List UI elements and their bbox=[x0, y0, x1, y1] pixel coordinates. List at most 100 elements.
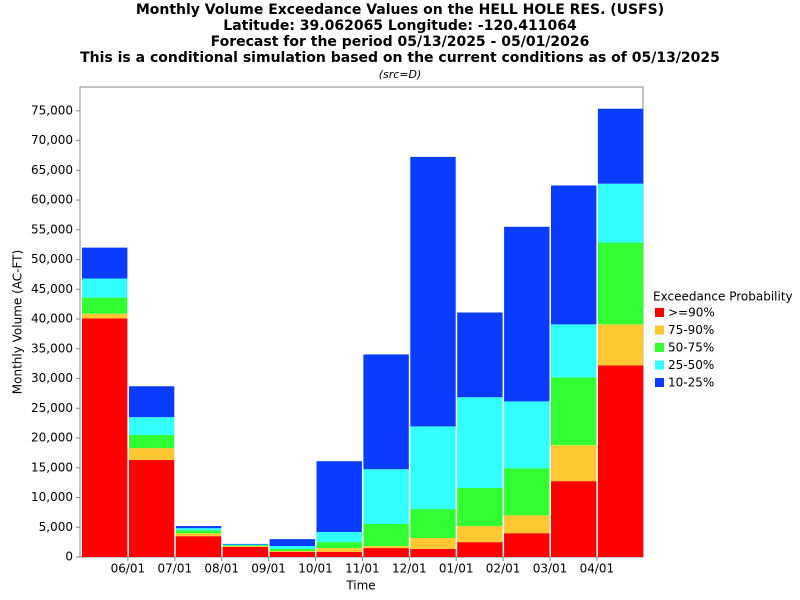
bar-segment bbox=[82, 318, 128, 557]
x-axis-label: Time bbox=[345, 579, 375, 593]
bar-segment bbox=[269, 545, 315, 549]
y-tick-label: 60,000 bbox=[31, 193, 73, 207]
subtitle: Latitude: 39.062065 Longitude: -120.4110… bbox=[223, 18, 577, 34]
bar-segment bbox=[597, 324, 644, 366]
x-tick-label: 09/01 bbox=[251, 562, 286, 576]
bar-segment bbox=[222, 543, 269, 545]
x-tick-label: 07/01 bbox=[158, 562, 193, 576]
bar-segment bbox=[128, 417, 175, 436]
bar-segment bbox=[269, 539, 315, 546]
x-tick-label: 11/01 bbox=[345, 562, 380, 576]
bar-segment bbox=[316, 461, 362, 533]
bar-segment bbox=[128, 448, 175, 461]
y-tick-label: 50,000 bbox=[31, 252, 73, 266]
x-tick-label: 02/01 bbox=[486, 562, 521, 576]
bar-segment bbox=[269, 551, 315, 557]
bar-segment bbox=[504, 468, 550, 516]
bar-segment bbox=[597, 365, 644, 557]
bar-segment bbox=[128, 435, 175, 449]
bar-segment bbox=[222, 546, 269, 557]
bar-segment bbox=[82, 313, 128, 319]
bar-segment bbox=[551, 445, 597, 482]
legend-swatch bbox=[655, 325, 664, 335]
subtitle: Forecast for the period 05/13/2025 - 05/… bbox=[211, 34, 590, 50]
x-tick-label: 03/01 bbox=[533, 562, 568, 576]
bar-segment bbox=[175, 533, 222, 537]
bar-segment bbox=[128, 386, 175, 418]
source: (src=D) bbox=[379, 68, 422, 81]
y-tick-label: 20,000 bbox=[31, 431, 73, 445]
bar-segment bbox=[363, 354, 409, 470]
bar-segment bbox=[269, 551, 315, 552]
bar-segment bbox=[597, 108, 644, 184]
bar-segment bbox=[175, 526, 222, 529]
legend-label: 75-90% bbox=[668, 323, 714, 337]
bar-segment bbox=[597, 242, 644, 325]
y-tick-label: 45,000 bbox=[31, 282, 73, 296]
bar-segment bbox=[222, 544, 269, 546]
bar-segment bbox=[269, 548, 315, 552]
bar-segment bbox=[597, 183, 644, 243]
y-tick-label: 0 bbox=[65, 550, 73, 564]
bar-segment bbox=[410, 537, 456, 549]
bar-segment bbox=[504, 533, 550, 557]
x-tick-label: 12/01 bbox=[392, 562, 427, 576]
y-tick-label: 10,000 bbox=[31, 490, 73, 504]
bar-segment bbox=[175, 536, 222, 557]
bar-segment bbox=[504, 401, 550, 469]
bar-segment bbox=[82, 247, 128, 279]
x-tick-label: 08/01 bbox=[204, 562, 239, 576]
legend-label: 25-50% bbox=[668, 358, 714, 372]
bar-segment bbox=[551, 481, 597, 557]
bar-segment bbox=[551, 324, 597, 378]
y-axis-label: Monthly Volume (AC-FT) bbox=[11, 250, 25, 394]
bar-segment bbox=[410, 156, 456, 427]
y-tick-label: 75,000 bbox=[31, 103, 73, 117]
legend-swatch bbox=[655, 360, 664, 370]
bar-segment bbox=[175, 530, 222, 534]
legend-label: 10-25% bbox=[668, 376, 714, 390]
bar-segment bbox=[316, 532, 362, 543]
legend-swatch bbox=[655, 378, 664, 387]
bar-segment bbox=[504, 226, 550, 402]
bar-segment bbox=[128, 460, 175, 557]
y-tick-label: 5,000 bbox=[39, 520, 73, 534]
x-tick-label: 01/01 bbox=[439, 562, 474, 576]
y-tick-label: 55,000 bbox=[31, 222, 73, 236]
bar-segment bbox=[457, 542, 503, 557]
y-tick-label: 70,000 bbox=[31, 133, 73, 147]
y-tick-label: 25,000 bbox=[31, 401, 73, 415]
bar-segment bbox=[457, 526, 503, 543]
bar-segment bbox=[363, 523, 409, 546]
bar-segment bbox=[82, 278, 128, 298]
bar-segment bbox=[316, 548, 362, 552]
bar-segment bbox=[551, 185, 597, 325]
bar-segment bbox=[410, 548, 456, 557]
x-tick-label: 06/01 bbox=[111, 562, 146, 576]
subtitle: This is a conditional simulation based o… bbox=[80, 50, 720, 66]
legend-title: Exceedance Probability bbox=[653, 290, 793, 304]
bar-segment bbox=[316, 551, 362, 557]
y-tick-label: 30,000 bbox=[31, 371, 73, 385]
bar-segment bbox=[363, 548, 409, 557]
bar-segment bbox=[316, 542, 362, 549]
bar-segment bbox=[457, 312, 503, 398]
y-tick-label: 65,000 bbox=[31, 163, 73, 177]
bar-segment bbox=[363, 545, 409, 549]
chart-title: Monthly Volume Exceedance Values on the … bbox=[136, 2, 664, 18]
legend-label: >=90% bbox=[668, 306, 715, 320]
legend-swatch bbox=[655, 308, 664, 317]
bar-segment bbox=[457, 397, 503, 488]
y-tick-label: 40,000 bbox=[31, 312, 73, 326]
legend-label: 50-75% bbox=[668, 341, 714, 355]
y-tick-label: 15,000 bbox=[31, 460, 73, 474]
bar-segment bbox=[551, 377, 597, 446]
y-tick-label: 35,000 bbox=[31, 341, 73, 355]
x-tick-label: 04/01 bbox=[580, 562, 615, 576]
bar-segment bbox=[457, 487, 503, 527]
bar-segment bbox=[363, 469, 409, 524]
x-tick-label: 10/01 bbox=[298, 562, 333, 576]
bar-segment bbox=[504, 515, 550, 534]
bar-segment bbox=[410, 509, 456, 538]
